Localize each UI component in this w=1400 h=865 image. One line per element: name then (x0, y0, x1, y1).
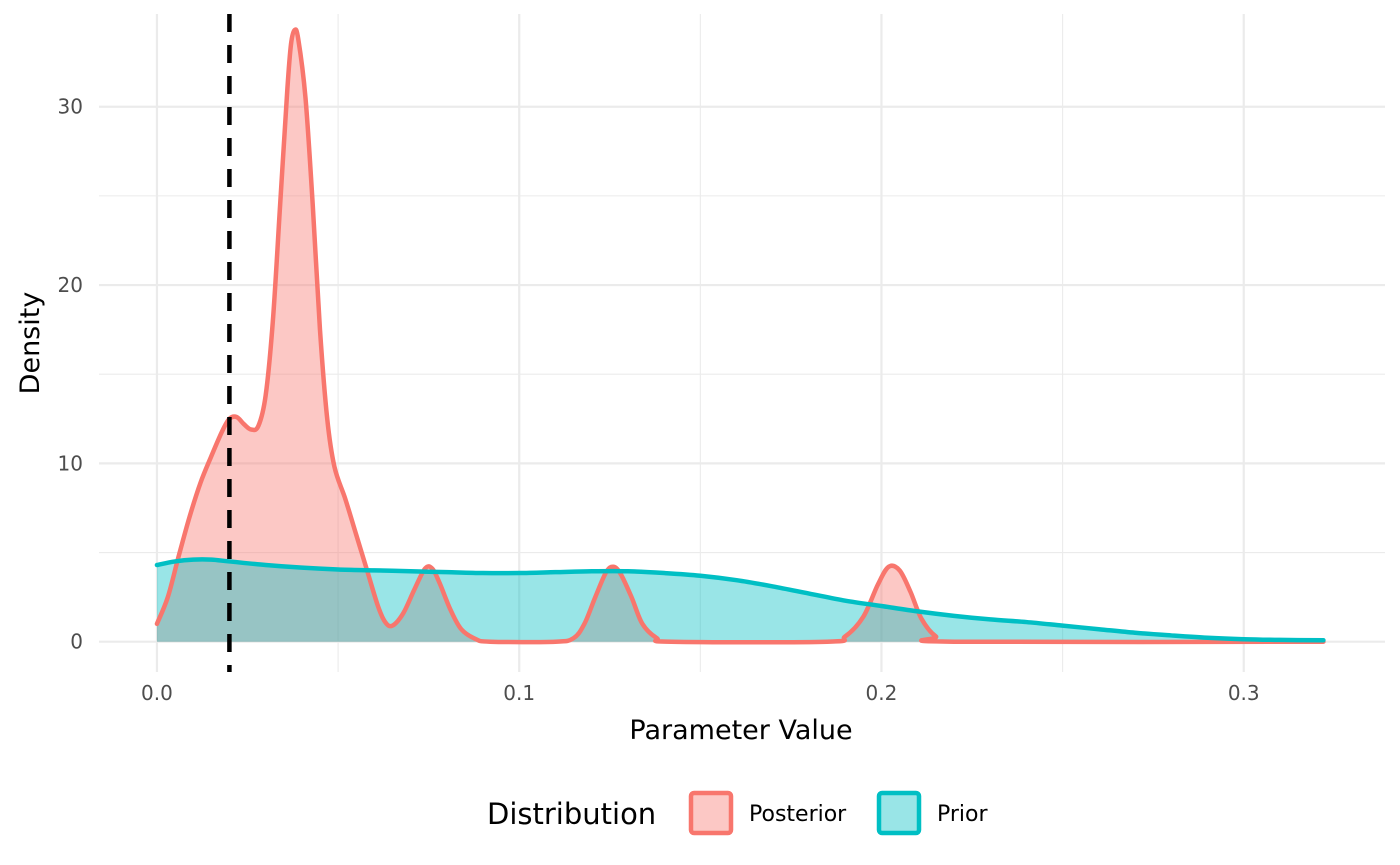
y-tick-label: 20 (58, 273, 83, 297)
legend-key-prior (876, 790, 922, 836)
y-tick-label: 0 (70, 630, 83, 654)
legend-key-posterior (688, 790, 734, 836)
area-prior (156, 559, 1324, 642)
line-prior (154, 557, 1326, 643)
legend-title: Distribution (487, 797, 656, 831)
y-tick-label: 30 (58, 95, 83, 119)
y-axis-title: Density (15, 292, 46, 395)
x-tick-label: 0.3 (1228, 681, 1260, 705)
tick-labels: 0.0 0.1 0.2 0.3 0 10 20 30 (58, 95, 1260, 705)
legend: Distribution Posterior Prior (487, 790, 988, 836)
y-tick-label: 10 (58, 451, 83, 475)
x-tick-label: 0.0 (141, 681, 173, 705)
area-posterior (156, 29, 1324, 643)
line-posterior (154, 27, 1326, 645)
density-areas (156, 29, 1324, 643)
x-tick-label: 0.2 (866, 681, 898, 705)
x-axis-title: Parameter Value (629, 715, 852, 746)
legend-label-posterior: Posterior (749, 802, 847, 827)
x-tick-label: 0.1 (503, 681, 535, 705)
density-lines (154, 27, 1326, 645)
legend-label-prior: Prior (937, 802, 988, 827)
